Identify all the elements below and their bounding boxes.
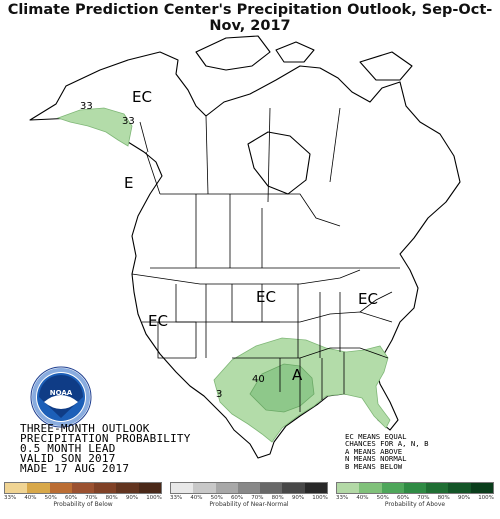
legend-above-tick-3: 60% [396, 495, 410, 501]
map-title: Climate Prediction Center's Precipitatio… [7, 2, 493, 34]
above-normal-regions [56, 107, 391, 443]
caption-line-2: PRECIPITATION PROBABILITY [20, 432, 191, 445]
legend-above-swatch-5 [448, 483, 471, 493]
alaska-above-33 [56, 107, 133, 147]
legend-below-label: Probability of Below [53, 501, 113, 508]
legend-above-ticks: 33% 40% 50% 60% 70% 80% 90% 100% [336, 495, 494, 501]
key-line-1: EC MEANS EQUAL [345, 432, 407, 441]
legend-below-ticks: 33% 40% 50% 60% 70% 80% 90% 100% [4, 495, 162, 501]
alaska-33-label-b: 33 [122, 116, 135, 127]
caption-line-5: MADE 17 AUG 2017 [20, 462, 130, 475]
legend-normal-swatch-3 [237, 483, 261, 493]
legend-above-bar [336, 482, 494, 494]
legend-normal-tick-1: 40% [190, 495, 203, 501]
legend-normal-swatch-1 [193, 483, 216, 493]
legend-normal-bar [170, 482, 328, 494]
outlook-caption: THREE-MONTH OUTLOOK PRECIPITATION PROBAB… [20, 422, 191, 475]
alaska-33-label-a: 33 [80, 101, 93, 112]
legend-normal-tick-5: 80% [271, 495, 284, 501]
legend-below-bar [4, 482, 162, 494]
legend-above-tick-5: 80% [437, 495, 450, 501]
legend-below-swatch-6 [138, 483, 161, 493]
legend-normal-tick-4: 70% [251, 495, 264, 501]
legend-normal-tick-3: 60% [230, 495, 244, 501]
legend-normal-swatch-6 [304, 483, 327, 493]
caption-line-4: VALID SON 2017 [20, 452, 116, 465]
legend-below-tick-0: 33% [4, 495, 17, 501]
legend-normal-ticks: 33% 40% 50% 60% 70% 80% 90% 100% [170, 495, 328, 501]
legend-below-swatch-3 [71, 483, 95, 493]
legend-normal: 33% 40% 50% 60% 70% 80% 90% 100% Probability of… [170, 482, 328, 508]
legend-above-label: Probability of Above [384, 501, 446, 508]
legend-above-tick-2: 50% [376, 495, 389, 501]
west-ec-label: EC [148, 312, 168, 330]
texas-33-label: 3 [216, 389, 222, 400]
legend-below-tick-2: 50% [44, 495, 57, 501]
central-ec-label: EC [256, 288, 276, 306]
legend-above-swatch-3 [403, 483, 427, 493]
legend-normal-tick-6: 90% [291, 495, 305, 501]
legend-above-tick-1: 40% [356, 495, 369, 501]
south-above-40 [249, 363, 315, 413]
legend-normal-swatch-2 [215, 483, 238, 493]
key-line-4: N MEANS NORMAL [345, 454, 407, 464]
legend-below-tick-5: 80% [105, 495, 118, 501]
legend-below-swatch-0 [5, 483, 28, 493]
legend-below-swatch-4 [94, 483, 117, 493]
legend-below-tick-7: 100% [146, 495, 162, 501]
political-borders [131, 107, 400, 412]
key-line-2: CHANCES FOR A, N, B [345, 439, 429, 449]
outlook-map: EC 33 33 E EC EC EC 40 A 3 [29, 35, 461, 459]
legend-below-swatch-5 [116, 483, 139, 493]
legend-above-tick-7: 100% [478, 495, 494, 501]
key-line-3: A MEANS ABOVE [345, 446, 403, 456]
bc-ec-label: E [124, 174, 133, 192]
south-a-label: A [292, 366, 303, 384]
legend-normal-tick-7: 100% [312, 495, 328, 501]
legend-above-swatch-4 [426, 483, 449, 493]
legend-below: 33% 40% 50% 60% 70% 80% 90% 100% Probability of… [4, 482, 162, 508]
legend-normal-swatch-0 [171, 483, 194, 493]
legend-above: 33% 40% 50% 60% 70% 80% 90% 100% Probability of… [336, 482, 494, 508]
noaa-logo: NOAA [30, 366, 92, 428]
legend-normal-swatch-4 [260, 483, 283, 493]
east-ec-label: EC [358, 290, 378, 308]
legend-above-tick-4: 70% [417, 495, 430, 501]
legend-above-swatch-1 [359, 483, 382, 493]
legend-below-tick-6: 90% [125, 495, 139, 501]
legend-below-tick-3: 60% [64, 495, 78, 501]
south-40-label: 40 [252, 374, 265, 385]
legend-above-swatch-6 [470, 483, 493, 493]
noaa-logo-text: NOAA [50, 389, 73, 397]
alaska-ec-label: EC [132, 88, 152, 106]
legend-normal-label: Probability of Near-Normal [209, 501, 289, 508]
legend-above-tick-0: 33% [336, 495, 349, 501]
key-line-5: B MEANS BELOW [345, 461, 403, 471]
legend-below-swatch-2 [49, 483, 72, 493]
legend-normal-tick-2: 50% [210, 495, 223, 501]
legend-above-swatch-2 [381, 483, 404, 493]
legend-normal-tick-0: 33% [170, 495, 183, 501]
legend-normal-swatch-5 [282, 483, 305, 493]
legend-below-tick-4: 70% [85, 495, 98, 501]
legend-below-swatch-1 [27, 483, 50, 493]
caption-line-1: THREE-MONTH OUTLOOK [20, 422, 150, 435]
legend-above-swatch-0 [337, 483, 360, 493]
category-key: EC MEANS EQUAL CHANCES FOR A, N, B A MEA… [345, 433, 428, 470]
legend-above-tick-6: 90% [457, 495, 471, 501]
legend-below-tick-1: 40% [24, 495, 37, 501]
caption-line-3: 0.5 MONTH LEAD [20, 442, 116, 455]
